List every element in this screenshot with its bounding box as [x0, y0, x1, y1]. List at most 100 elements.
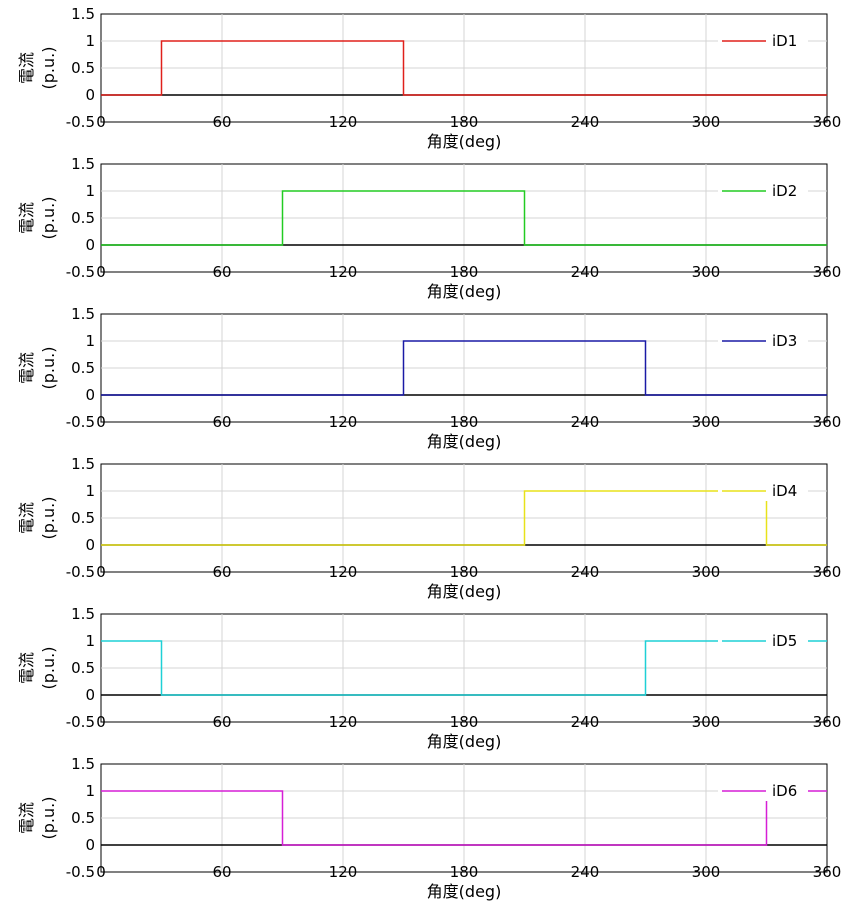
x-tick-label: 0 [96, 113, 106, 131]
x-axis-title: 角度(deg) [427, 882, 502, 901]
y-tick-label: 1 [85, 32, 95, 50]
y-tick-label: 1.5 [71, 605, 95, 623]
x-tick-label: 60 [212, 863, 231, 881]
y-tick-label: 0 [85, 86, 95, 104]
legend-box [718, 779, 808, 801]
y-axis-title: (p.u.) [39, 197, 58, 240]
x-tick-label: 240 [571, 713, 600, 731]
chart-panel-4: 1.510.50-0.5 0 60 120 180 240 300 360角度(deg)電流(… [17, 455, 841, 601]
x-tick-label: 60 [212, 563, 231, 581]
chart-panel-2: 1.510.50-0.5 0 60 120 180 240 300 360角度(deg)電流(… [17, 155, 841, 301]
y-axis-title: (p.u.) [39, 647, 58, 690]
legend-label-iD3: iD3 [772, 332, 797, 350]
x-tick-label: 240 [571, 413, 600, 431]
y-tick-label: 1 [85, 782, 95, 800]
x-tick-label: 300 [692, 113, 721, 131]
y-tick-label: 1.5 [71, 155, 95, 173]
y-tick-label: 1 [85, 482, 95, 500]
chart-panel-6: 1.510.50-0.5 0 60 120 180 240 300 360角度(deg)電流(… [17, 755, 841, 901]
legend-box [718, 629, 808, 651]
y-axis-title: (p.u.) [39, 47, 58, 90]
x-tick-label: 360 [813, 563, 842, 581]
y-tick-label: 1.5 [71, 455, 95, 473]
x-tick-label: 240 [571, 863, 600, 881]
x-tick-label: 300 [692, 413, 721, 431]
x-tick-label: 0 [96, 563, 106, 581]
y-tick-label: 1 [85, 332, 95, 350]
chart-panel-1: 1.510.50-0.5 0 60 120 180 240 300 360角度(deg)電流(… [17, 5, 841, 151]
series-line-iD1 [101, 40, 827, 96]
x-tick-label: 300 [692, 863, 721, 881]
x-tick-label: 240 [571, 263, 600, 281]
x-tick-label: 360 [813, 113, 842, 131]
y-tick-label: 1.5 [71, 5, 95, 23]
x-tick-label: 300 [692, 713, 721, 731]
y-tick-label: -0.5 [66, 113, 95, 131]
y-axis-title: (p.u.) [39, 497, 58, 540]
y-tick-label: 0.5 [71, 809, 95, 827]
x-tick-label: 0 [96, 413, 106, 431]
x-axis-title: 角度(deg) [427, 282, 502, 301]
y-tick-label: 0.5 [71, 59, 95, 77]
x-axis-title: 角度(deg) [427, 582, 502, 601]
y-axis-title: 電流 [17, 52, 36, 84]
x-tick-label: 300 [692, 263, 721, 281]
y-tick-label: 1.5 [71, 755, 95, 773]
x-tick-label: 360 [813, 713, 842, 731]
x-tick-label: 360 [813, 263, 842, 281]
x-axis-title: 角度(deg) [427, 732, 502, 751]
legend-box [718, 479, 808, 501]
y-tick-label: 0 [85, 686, 95, 704]
series-line-iD3 [101, 340, 827, 396]
x-tick-label: 360 [813, 413, 842, 431]
x-tick-label: 120 [329, 113, 358, 131]
x-axis-title: 角度(deg) [427, 432, 502, 451]
y-tick-label: -0.5 [66, 863, 95, 881]
x-tick-label: 300 [692, 563, 721, 581]
x-tick-label: 60 [212, 713, 231, 731]
y-tick-label: -0.5 [66, 563, 95, 581]
chart-panel-5: 1.510.50-0.5 0 60 120 180 240 300 360角度(deg)電流(… [17, 605, 841, 751]
x-tick-label: 60 [212, 113, 231, 131]
y-tick-label: 0 [85, 836, 95, 854]
y-axis-title: 電流 [17, 502, 36, 534]
series-line-iD2 [101, 190, 827, 246]
y-axis-title: 電流 [17, 802, 36, 834]
x-tick-label: 180 [450, 563, 479, 581]
legend-label-iD2: iD2 [772, 182, 797, 200]
series-line-iD5 [101, 640, 827, 696]
series-line-iD4 [101, 490, 827, 546]
y-tick-label: 0.5 [71, 359, 95, 377]
y-axis-title: 電流 [17, 352, 36, 384]
y-tick-label: 0.5 [71, 209, 95, 227]
y-tick-label: 0 [85, 236, 95, 254]
y-tick-label: 0 [85, 386, 95, 404]
y-tick-label: -0.5 [66, 713, 95, 731]
x-tick-label: 360 [813, 863, 842, 881]
y-axis-title: 電流 [17, 652, 36, 684]
legend-label-iD1: iD1 [772, 32, 797, 50]
x-tick-label: 0 [96, 863, 106, 881]
x-tick-label: 240 [571, 113, 600, 131]
x-tick-label: 0 [96, 713, 106, 731]
x-tick-label: 240 [571, 563, 600, 581]
x-tick-label: 60 [212, 413, 231, 431]
legend-label-iD4: iD4 [772, 482, 797, 500]
x-tick-label: 120 [329, 713, 358, 731]
x-tick-label: 120 [329, 563, 358, 581]
x-tick-label: 180 [450, 713, 479, 731]
x-tick-label: 180 [450, 263, 479, 281]
legend-label-iD5: iD5 [772, 632, 797, 650]
x-tick-label: 180 [450, 863, 479, 881]
legend-box [718, 179, 808, 201]
x-tick-label: 0 [96, 263, 106, 281]
legend-label-iD6: iD6 [772, 782, 797, 800]
y-tick-label: -0.5 [66, 413, 95, 431]
y-axis-title: (p.u.) [39, 347, 58, 390]
y-tick-label: 1.5 [71, 305, 95, 323]
y-tick-label: 0 [85, 536, 95, 554]
legend-box [718, 29, 808, 51]
x-tick-label: 120 [329, 863, 358, 881]
x-tick-label: 60 [212, 263, 231, 281]
